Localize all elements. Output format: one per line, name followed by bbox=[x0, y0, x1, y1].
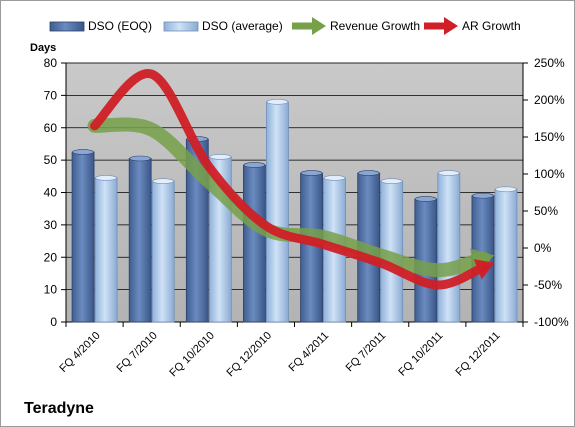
x-tick-label: FQ 12/2010 bbox=[224, 330, 274, 380]
bar-dso-average bbox=[494, 188, 518, 323]
y-left-tick-label: 60 bbox=[44, 121, 58, 135]
bar-dso-average bbox=[94, 177, 118, 323]
y-right-tick-label: 150% bbox=[534, 130, 565, 144]
bar-top-cap bbox=[300, 170, 323, 176]
bar-dso-eoq bbox=[243, 164, 266, 323]
line-ar-growth bbox=[90, 69, 488, 290]
y-left-tick-label: 30 bbox=[44, 218, 58, 232]
bar-top-cap bbox=[495, 186, 517, 193]
legend: DSO (EOQ) DSO (average) Revenue Growth AR G… bbox=[49, 17, 521, 35]
x-tick-label: FQ 12/2011 bbox=[454, 330, 503, 379]
bar-top-cap bbox=[72, 149, 94, 155]
legend-label-dso-eoq-: DSO (EOQ) bbox=[88, 19, 152, 33]
bar-dso-eoq bbox=[128, 158, 152, 323]
y-right-tick-label: 250% bbox=[534, 56, 565, 70]
y-right-tick-label: 50% bbox=[534, 204, 558, 218]
legend-arrow-revenue-growth bbox=[312, 17, 326, 35]
bar-top-cap bbox=[243, 162, 266, 168]
x-tick-label: FQ 7/2010 bbox=[115, 330, 160, 375]
y-left-tick-label: 70 bbox=[44, 88, 58, 102]
bar-dso-eoq bbox=[71, 151, 95, 323]
bar-dso-average bbox=[437, 172, 461, 323]
y-right-tick-label: -50% bbox=[534, 278, 562, 292]
bar-top-cap bbox=[209, 154, 232, 160]
y-right-tick-label: -100% bbox=[534, 315, 569, 329]
bar-top-cap bbox=[95, 175, 117, 181]
bar-top-cap bbox=[357, 170, 380, 176]
legend-label-dso-average-: DSO (average) bbox=[202, 19, 283, 33]
legend-label-ar-growth: AR Growth bbox=[462, 19, 521, 33]
plot-area: 0 10 20 30 40 50 60 70 80 Days -100% -50% 0% 50% 100% 1… bbox=[30, 42, 569, 379]
bar-top-cap bbox=[438, 170, 460, 176]
bar-top-cap bbox=[152, 178, 174, 184]
y-right-tick-label: 0% bbox=[534, 241, 552, 255]
y-left-tick-label: 20 bbox=[44, 250, 58, 264]
bar-top-cap bbox=[472, 192, 494, 199]
company-name: Teradyne bbox=[24, 400, 94, 417]
legend-label-revenue-growth: Revenue Growth bbox=[330, 19, 420, 33]
legend-arrow-ar-growth bbox=[444, 17, 458, 35]
bar-top-cap bbox=[323, 175, 346, 181]
y-left-tick-label: 0 bbox=[50, 315, 57, 329]
x-tick-label: FQ 7/2011 bbox=[344, 330, 389, 375]
x-tick-label: FQ 10/2010 bbox=[167, 330, 217, 380]
bar-dso-average bbox=[151, 180, 175, 323]
x-tick-label: FQ 4/2011 bbox=[287, 330, 332, 375]
bar-top-cap bbox=[129, 155, 151, 162]
legend-swatch-dso-average- bbox=[163, 21, 199, 32]
x-tick-label: FQ 10/2011 bbox=[396, 330, 445, 379]
y-left-tick-label: 50 bbox=[44, 153, 58, 167]
y-left-tick-label: 80 bbox=[44, 56, 58, 70]
x-tick-label: FQ 4/2010 bbox=[57, 330, 102, 375]
legend-swatch-dso-eoq- bbox=[49, 21, 85, 32]
y-left-tick-label: 10 bbox=[44, 283, 58, 297]
y-right-tick-label: 200% bbox=[534, 93, 565, 107]
y-right-tick-label: 100% bbox=[534, 167, 565, 181]
bar-dso-average bbox=[266, 101, 289, 323]
bar-top-cap bbox=[380, 178, 403, 184]
y-left-tick-label: 40 bbox=[44, 186, 58, 200]
bar-top-cap bbox=[415, 196, 437, 202]
bar-top-cap bbox=[266, 99, 289, 105]
arrowhead-ar-growth bbox=[473, 259, 495, 280]
y-left-axis-title: Days bbox=[30, 42, 56, 54]
